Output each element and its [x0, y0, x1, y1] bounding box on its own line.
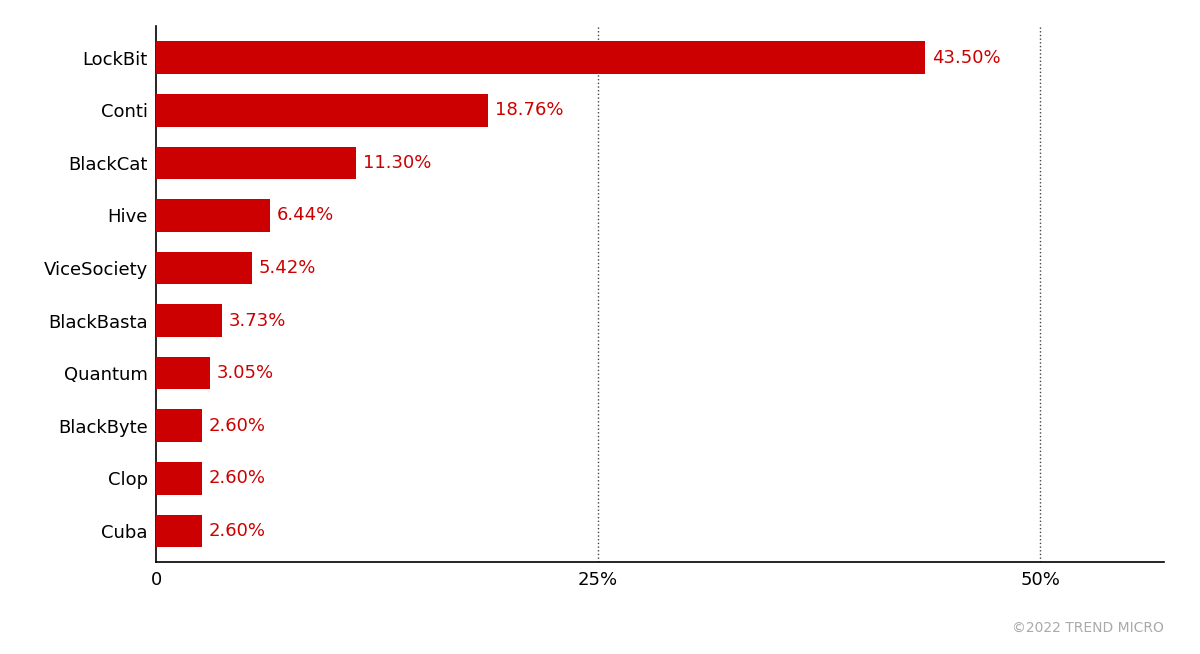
Text: 2.60%: 2.60% [209, 522, 266, 540]
Text: 2.60%: 2.60% [209, 417, 266, 435]
Text: 43.50%: 43.50% [932, 48, 1001, 67]
Text: 5.42%: 5.42% [259, 259, 317, 277]
Text: 3.05%: 3.05% [217, 364, 274, 382]
Bar [156, 41, 925, 74]
Text: 11.30%: 11.30% [362, 154, 431, 172]
Bar [156, 409, 202, 442]
Bar [156, 462, 202, 494]
Bar [156, 515, 202, 547]
Bar [156, 146, 356, 179]
Bar [156, 252, 252, 284]
Bar [156, 304, 222, 337]
Bar [156, 94, 487, 127]
Bar [156, 199, 270, 232]
Text: ©2022 TREND MICRO: ©2022 TREND MICRO [1012, 621, 1164, 634]
Text: 2.60%: 2.60% [209, 470, 266, 487]
Text: 3.73%: 3.73% [229, 311, 287, 330]
Text: 18.76%: 18.76% [494, 101, 563, 119]
Bar [156, 357, 210, 390]
Text: 6.44%: 6.44% [277, 207, 335, 224]
